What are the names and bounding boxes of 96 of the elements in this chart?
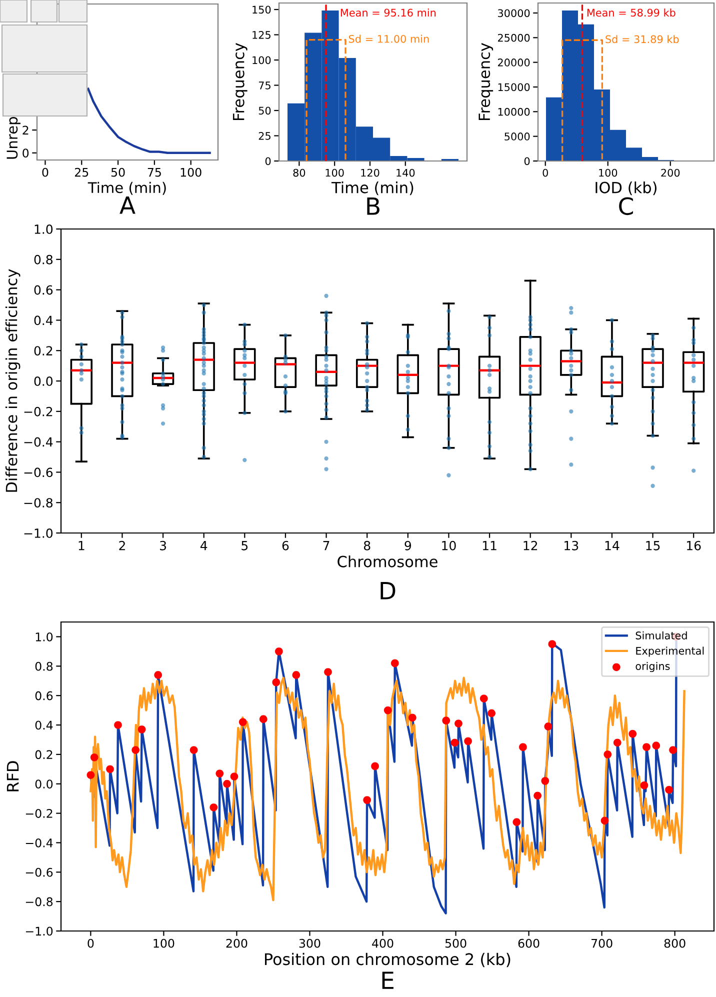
y-tick-label: 30000 <box>498 9 530 18</box>
x-tick-label: 7 <box>323 541 330 550</box>
x-tick-label: 100 <box>326 168 344 177</box>
y-tick-label: −0.8 <box>24 498 53 508</box>
y-tick-label: −0.4 <box>24 437 53 447</box>
ref-line-label: Mean = 58.99 kb <box>587 8 676 17</box>
x-tick-label: 25 <box>74 168 88 177</box>
x-tick-label: 400 <box>372 938 394 948</box>
y-tick-label: −1.0 <box>26 926 53 936</box>
x-tick-label: 700 <box>592 938 612 948</box>
x-tick-label: 600 <box>518 938 540 948</box>
ref-line-label: Mean = 95.16 min <box>340 8 436 17</box>
x-tick-label: 15 <box>646 541 660 550</box>
x-tick-label: 300 <box>299 938 320 948</box>
y-tick-label: 0.0 <box>35 780 53 789</box>
x-tick-label: 0 <box>88 938 94 948</box>
y-tick-label: 2 <box>22 126 28 135</box>
y-tick-label: 0.4 <box>34 316 53 326</box>
y-tick-label: 0.6 <box>34 285 53 295</box>
y-tick-label: −0.2 <box>24 406 52 416</box>
y-tick-label: 50 <box>258 106 271 115</box>
x-axis-title: Time (min) <box>331 182 414 196</box>
x-tick-label: 4 <box>200 541 208 550</box>
x-tick-label: 100 <box>154 938 174 948</box>
y-tick-label: 0.8 <box>34 254 53 264</box>
x-tick-label: 140 <box>396 168 415 177</box>
x-tick-label: 200 <box>661 168 680 177</box>
y-tick-label: 75 <box>258 82 270 90</box>
x-tick-label: 3 <box>160 540 166 550</box>
x-tick-label: 800 <box>664 938 686 948</box>
y-tick-label: 0.4 <box>35 720 53 730</box>
x-tick-label: 8 <box>364 540 370 550</box>
y-tick-label: 10000 <box>498 108 530 116</box>
y-tick-label: 15000 <box>498 83 530 92</box>
y-tick-label: −0.6 <box>24 468 53 478</box>
y-tick-label: −1.0 <box>24 528 53 538</box>
text: D <box>380 582 396 600</box>
y-tick-label: 25000 <box>498 34 530 42</box>
y-tick-label: 1.0 <box>34 224 53 234</box>
x-tick-label: 100 <box>599 168 618 177</box>
x-tick-label: 100 <box>180 168 202 177</box>
x-tick-label: 120 <box>361 168 380 177</box>
y-tick-label: 0.6 <box>35 691 53 700</box>
legend-label: Simulated <box>636 631 687 640</box>
text: B <box>367 198 380 215</box>
y-tick-label: 0.0 <box>34 376 53 386</box>
y-tick-label: −0.8 <box>26 897 53 906</box>
y-tick-label: 0 <box>22 148 29 158</box>
x-tick-label: 9 <box>404 540 412 550</box>
x-tick-label: 500 <box>445 938 466 948</box>
x-tick-label: 12 <box>524 540 538 550</box>
x-tick-label: 5 <box>242 541 248 550</box>
x-axis-title: Time (min) <box>88 182 166 195</box>
x-tick-label: 10 <box>442 540 456 550</box>
y-tick-label: 0 <box>265 157 271 166</box>
y-tick-label: 125 <box>252 30 270 39</box>
x-axis-title: Position on chromosome 2 (kb) <box>265 952 510 968</box>
y-tick-label: −0.2 <box>26 809 52 818</box>
y-tick-label: 0.2 <box>35 750 52 760</box>
legend-label: origins <box>636 662 670 672</box>
x-tick-label: 80 <box>293 168 306 177</box>
y-axis-title: Frequency <box>232 42 248 120</box>
x-tick-label: 14 <box>605 541 620 550</box>
y-axis-title: RFD <box>6 761 19 792</box>
x-axis-title: Chromosome <box>338 556 438 568</box>
x-tick-label: 200 <box>226 938 248 948</box>
text: E <box>382 972 394 989</box>
x-tick-label: 6 <box>282 540 289 550</box>
series-label: Sd = 11.00 min <box>348 34 429 43</box>
y-tick-label: 0.8 <box>35 662 53 671</box>
y-tick-label: 0 <box>524 157 530 166</box>
x-tick-label: 50 <box>111 168 125 177</box>
y-tick-label: −0.6 <box>26 868 53 877</box>
y-tick-label: −0.4 <box>26 838 53 848</box>
series-label: Sd = 31.89 kb <box>606 35 679 44</box>
x-tick-label: 0 <box>542 168 548 177</box>
x-tick-label: 11 <box>482 541 496 550</box>
x-tick-label: 2 <box>119 540 125 550</box>
x-tick-label: 13 <box>564 540 578 550</box>
y-tick-label: 5000 <box>504 132 530 140</box>
text: C <box>619 197 633 216</box>
y-axis-title: Frequency <box>478 42 494 120</box>
y-tick-label: 150 <box>252 6 271 14</box>
y-axis-title: Difference in origin efficiency <box>5 269 20 492</box>
y-tick-label: 1.0 <box>36 632 53 642</box>
y-axis-title: Unrep <box>6 116 20 159</box>
y-tick-label: 20000 <box>498 58 530 66</box>
y-tick-label: 25 <box>258 132 270 140</box>
legend-label: Experimental <box>636 646 704 657</box>
x-tick-label: 16 <box>687 540 701 550</box>
x-axis-title: IOD (kb) <box>596 182 656 196</box>
text: A <box>120 196 136 214</box>
y-tick-label: 100 <box>252 56 271 64</box>
y-tick-label: 0.2 <box>34 346 52 356</box>
x-tick-label: 1 <box>78 541 84 550</box>
x-tick-label: 75 <box>148 168 161 177</box>
